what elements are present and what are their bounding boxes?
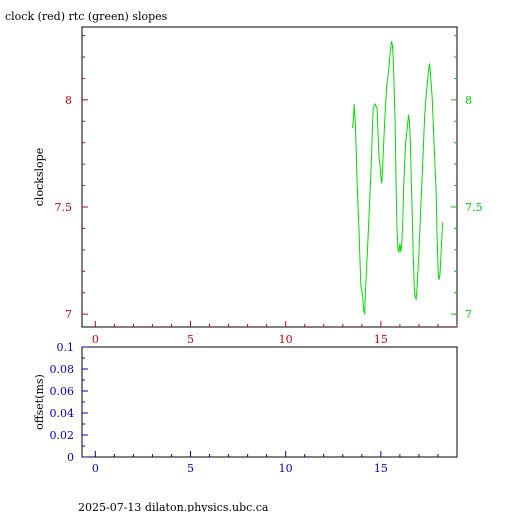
bottom-x-tick-label: 5 — [187, 462, 194, 475]
bottom-y-tick-label: 0 — [67, 451, 74, 464]
bottom-plot-frame — [81, 346, 458, 458]
bottom-x-tick-label: 15 — [374, 462, 388, 475]
rtc-slope-line — [351, 40, 444, 315]
bottom-y-tick-label: 0.08 — [50, 363, 75, 376]
top-right-y-tick-label: 7 — [465, 308, 472, 321]
top-left-y-tick-label: 8 — [65, 94, 72, 107]
offset-plot: offset(ms) 0 5 10 15 0 0.02 0.04 0.06 0.08 0.1 — [33, 341, 458, 475]
bottom-plot-ylabel: offset(ms) — [33, 374, 46, 430]
top-plot-ylabel: clockslope — [33, 148, 46, 206]
figure-title: clock (red) rtc (green) slopes — [5, 10, 168, 23]
top-x-tick-label: 5 — [187, 333, 194, 346]
bottom-plot-ticks: 0 5 10 15 0 0.02 0.04 0.06 0.08 0.1 — [50, 341, 458, 475]
clockslope-plot: clockslope 0 5 10 15 7 7 7.5 7.5 8 8 — [33, 26, 483, 346]
bottom-y-tick-label: 0.04 — [50, 407, 75, 420]
top-plot-series — [351, 40, 444, 315]
top-right-y-tick-label: 7.5 — [465, 201, 483, 214]
bottom-x-tick-label: 0 — [92, 462, 99, 475]
top-left-y-tick-label: 7.5 — [55, 201, 73, 214]
top-plot-frame — [81, 26, 458, 328]
bottom-y-tick-label: 0.02 — [50, 429, 75, 442]
bottom-y-tick-label: 0.06 — [50, 385, 75, 398]
top-x-tick-label: 0 — [92, 333, 99, 346]
top-left-y-tick-label: 7 — [65, 308, 72, 321]
bottom-x-tick-label: 10 — [279, 462, 293, 475]
top-x-tick-label: 15 — [374, 333, 388, 346]
top-x-tick-label: 10 — [279, 333, 293, 346]
bottom-y-tick-label: 0.1 — [57, 341, 75, 354]
footer-text: 2025-07-13 dilaton.physics.ubc.ca — [78, 501, 269, 512]
top-right-y-tick-label: 8 — [465, 94, 472, 107]
top-plot-ticks: 0 5 10 15 7 7 7.5 7.5 8 8 — [55, 35, 483, 346]
